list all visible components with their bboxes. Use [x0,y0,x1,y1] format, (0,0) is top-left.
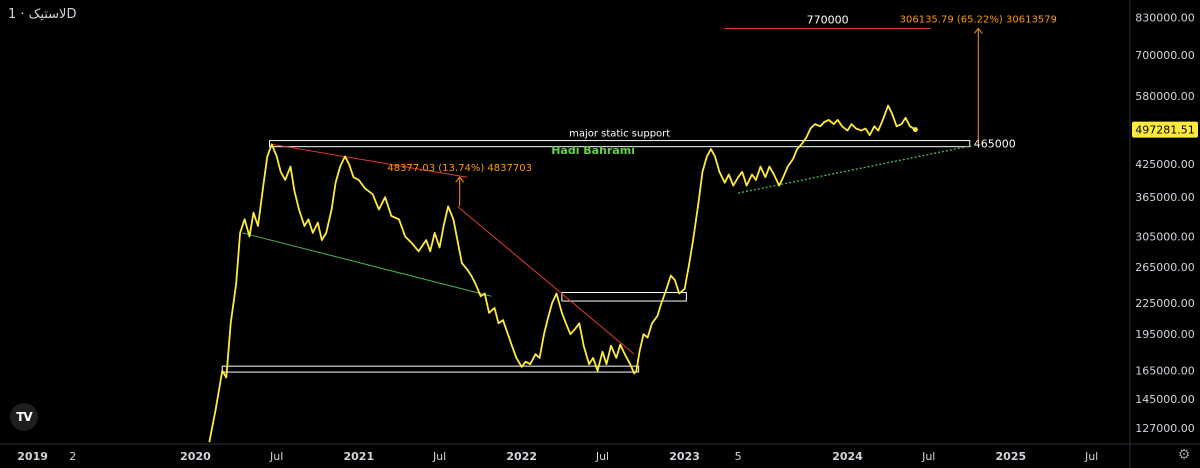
x-tick-label: 2024 [832,450,863,463]
y-tick-label: 127000.00 [1135,422,1195,435]
x-tick-label: 2019 [17,450,48,463]
support-value-label: 465000 [974,138,1016,151]
x-tick-label: 2022 [506,450,537,463]
measure-label: 306135.79 (65.22%) 30613579 [900,14,1057,25]
y-tick-label: 425000.00 [1135,158,1195,171]
symbol-title[interactable]: لاستیک · 1D [8,7,77,22]
price-series [208,104,918,443]
red-trendline [271,143,468,178]
y-tick-label: 305000.00 [1135,230,1195,243]
x-tick-label: 5 [735,450,742,463]
support-box [221,365,640,373]
y-tick-label: 265000.00 [1135,261,1195,274]
plot-area[interactable] [0,0,1130,444]
x-tick-label: Jul [595,450,609,463]
y-tick-label: 700000.00 [1135,49,1195,62]
measure-label: 48377.03 (13.74%) 4837703 [387,163,532,174]
x-tick-label: 2023 [669,450,700,463]
x-tick-label: Jul [921,450,935,463]
x-tick-label: 2021 [344,450,375,463]
last-price-tag [1132,121,1198,138]
x-tick-label: Jul [1084,450,1098,463]
tradingview-logo-icon[interactable]: TV [10,403,38,431]
y-tick-label: 195000.00 [1135,328,1195,341]
x-tick-label: Jul [432,450,446,463]
measure-arrowhead [455,176,465,183]
measure-arrowhead [973,27,983,34]
x-tick-label: Jul [269,450,283,463]
y-tick-label: 225000.00 [1135,297,1195,310]
last-price-point [912,127,918,133]
target-line-label: 770000 [807,13,849,26]
y-tick-label: 365000.00 [1135,191,1195,204]
x-tick-label: 2025 [996,450,1027,463]
price-line [208,104,916,443]
gear-icon[interactable]: ⚙ [1177,447,1191,463]
support-box [269,140,971,148]
red-trendline [457,206,635,355]
author-label: Hadi Bahrami [551,144,635,157]
y-tick-label: 165000.00 [1135,365,1195,378]
green-trendline [242,232,492,297]
last-price-label: 497281.51 [1135,124,1195,137]
support-box-label: major static support [569,129,670,140]
support-box [561,292,687,302]
annotations: major static support 465000 770000 48377.03… [221,13,1057,373]
y-tick-label: 145000.00 [1135,393,1195,406]
y-tick-label: 580000.00 [1135,90,1195,103]
y-tick-label: 830000.00 [1135,12,1195,25]
x-tick-label: 2020 [180,450,211,463]
x-tick-label: 2 [69,450,76,463]
